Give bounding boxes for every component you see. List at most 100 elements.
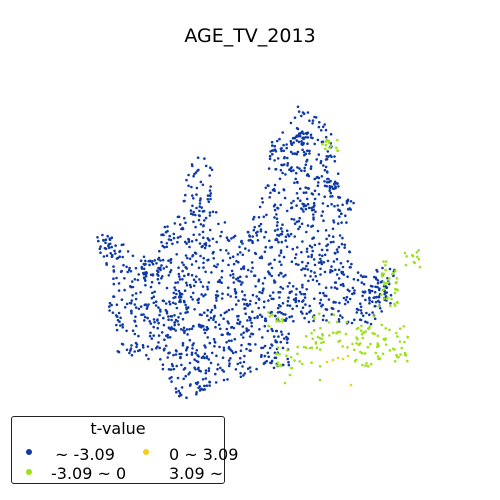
map-point-blue [225,249,228,252]
map-point-green [281,320,284,323]
map-point-blue [108,305,111,308]
map-point-blue [189,212,193,215]
map-point-blue [331,187,335,190]
map-point-blue [267,263,271,266]
map-point-blue [134,324,138,328]
map-point-blue [301,260,304,264]
map-point-green [329,144,333,148]
map-point-blue [285,317,288,320]
map-point-blue [246,268,250,272]
map-point-blue [227,286,230,290]
map-point-blue [179,356,182,360]
map-point-blue [170,326,173,329]
map-point-blue [164,308,168,312]
map-point-blue [339,261,343,265]
map-point-blue [120,342,124,346]
map-point-blue [179,295,183,299]
legend-title: t-value [90,419,146,438]
map-point-blue [327,234,331,237]
yellow-point-layer [325,354,353,387]
map-point-blue [360,311,363,315]
map-point-blue [205,325,209,329]
blue-point-layer [96,105,396,400]
map-point-blue [320,248,324,252]
map-point-blue [156,273,159,276]
map-point-blue [352,201,355,205]
map-point-blue [348,289,351,293]
map-point-blue [193,308,196,311]
map-point-blue [306,111,310,114]
map-point-blue [315,279,319,283]
map-point-blue [318,291,322,295]
map-point-blue [153,290,156,294]
map-point-blue [150,260,154,263]
map-point-blue [232,276,235,279]
map-point-blue [252,215,256,219]
map-point-blue [209,316,213,320]
map-point-blue [290,201,293,205]
map-point-blue [235,277,238,281]
map-point-blue [329,179,332,183]
map-point-blue [116,315,119,319]
map-point-blue [285,338,289,341]
map-point-blue [250,270,253,273]
map-point-blue [341,282,345,286]
map-point-blue [214,211,218,214]
map-point-green [321,142,324,146]
map-point-green [403,251,407,255]
map-point-blue [239,375,243,379]
map-point-blue [184,254,188,257]
map-point-blue [296,197,300,200]
map-point-blue [316,138,320,142]
map-point-blue [194,280,198,284]
map-point-blue [187,373,190,376]
map-point-blue [238,356,242,360]
map-point-blue [286,164,289,167]
map-point-blue [176,320,179,323]
map-point-blue [300,292,303,296]
map-point-blue [277,335,280,338]
map-point-blue [288,168,291,171]
map-point-green [327,139,330,142]
map-point-blue [140,265,144,269]
map-point-blue [383,292,387,296]
map-point-blue [304,163,308,166]
map-point-blue [280,263,283,267]
map-point-blue [150,296,154,300]
map-point-blue [295,139,299,142]
map-point-blue [333,286,337,289]
map-point-blue [187,306,190,309]
map-point-green [395,331,398,335]
map-point-blue [137,273,140,276]
map-point-blue [195,193,198,196]
map-point-blue [181,261,184,264]
map-point-blue [263,250,267,254]
map-point-blue [302,299,305,302]
map-point-blue [221,259,225,262]
map-point-blue [311,278,315,282]
map-point-blue [291,136,295,140]
map-point-blue [297,227,300,231]
map-point-blue [262,287,265,291]
map-point-blue [269,361,272,365]
map-point-blue [97,239,100,243]
map-point-blue [162,323,166,327]
map-point-blue [307,279,310,283]
map-point-blue [185,178,188,182]
map-point-green [268,315,272,318]
map-point-blue [185,396,188,400]
map-point-blue [313,243,317,247]
map-point-blue [373,290,377,294]
map-point-blue [203,352,207,356]
map-point-green [369,362,373,366]
map-point-blue [348,297,352,301]
map-point-blue [295,304,299,308]
legend-label-1: ~ -3.09 [55,445,115,464]
map-point-blue [237,299,240,303]
map-point-blue [144,259,147,263]
map-point-blue [281,223,284,226]
map-point-blue [171,364,174,368]
map-point-blue [306,261,310,265]
map-point-blue [301,312,304,315]
map-point-blue [102,255,106,258]
